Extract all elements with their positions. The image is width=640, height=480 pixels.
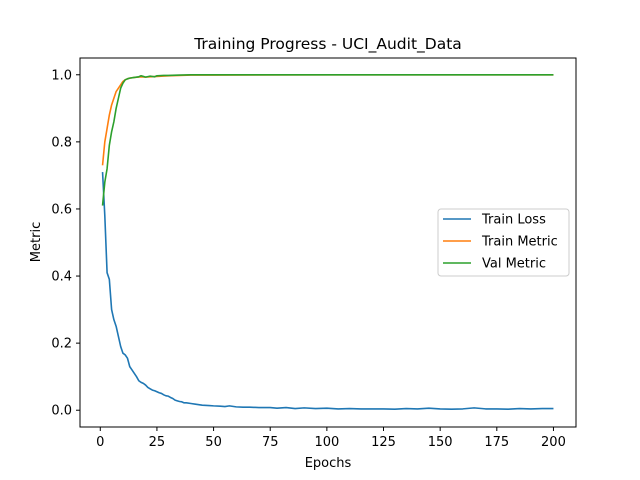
- x-axis-label: Epochs: [305, 456, 352, 471]
- y-tick-label: 0.0: [51, 404, 72, 419]
- series-line-train-loss: [101, 172, 554, 411]
- legend: Train Loss Train Metric Val Metric: [437, 208, 570, 277]
- series-line-val-metric: [101, 73, 554, 206]
- y-tick-label: 1.0: [51, 68, 72, 83]
- x-tick-label: 100: [314, 435, 339, 450]
- x-axis-ticks: 0 25 50 75 100 125 150 175 200: [96, 427, 566, 450]
- legend-label: Train Metric: [481, 235, 558, 250]
- x-tick-label: 75: [262, 435, 279, 450]
- y-tick-label: 0.8: [51, 135, 72, 150]
- x-tick-label: 200: [541, 435, 566, 450]
- y-tick-label: 0.6: [51, 202, 72, 217]
- legend-label: Train Loss: [481, 213, 546, 228]
- x-tick-label: 0: [96, 435, 104, 450]
- x-tick-label: 175: [484, 435, 509, 450]
- plot-area-frame: [79, 57, 577, 428]
- plot-lines: [101, 73, 554, 411]
- x-tick-label: 25: [149, 435, 166, 450]
- chart-title: Training Progress - UCI_Audit_Data: [193, 35, 462, 54]
- y-tick-label: 0.2: [51, 337, 72, 352]
- x-tick-label: 125: [371, 435, 396, 450]
- x-tick-label: 150: [428, 435, 453, 450]
- series-line-train-metric: [101, 73, 554, 166]
- y-axis-label: Metric: [29, 222, 44, 262]
- y-tick-label: 0.4: [51, 270, 72, 285]
- y-axis-ticks: 0.0 0.2 0.4 0.6 0.8 1.0: [51, 68, 80, 419]
- legend-box: [437, 208, 570, 277]
- legend-label: Val Metric: [482, 257, 546, 272]
- x-tick-label: 50: [205, 435, 222, 450]
